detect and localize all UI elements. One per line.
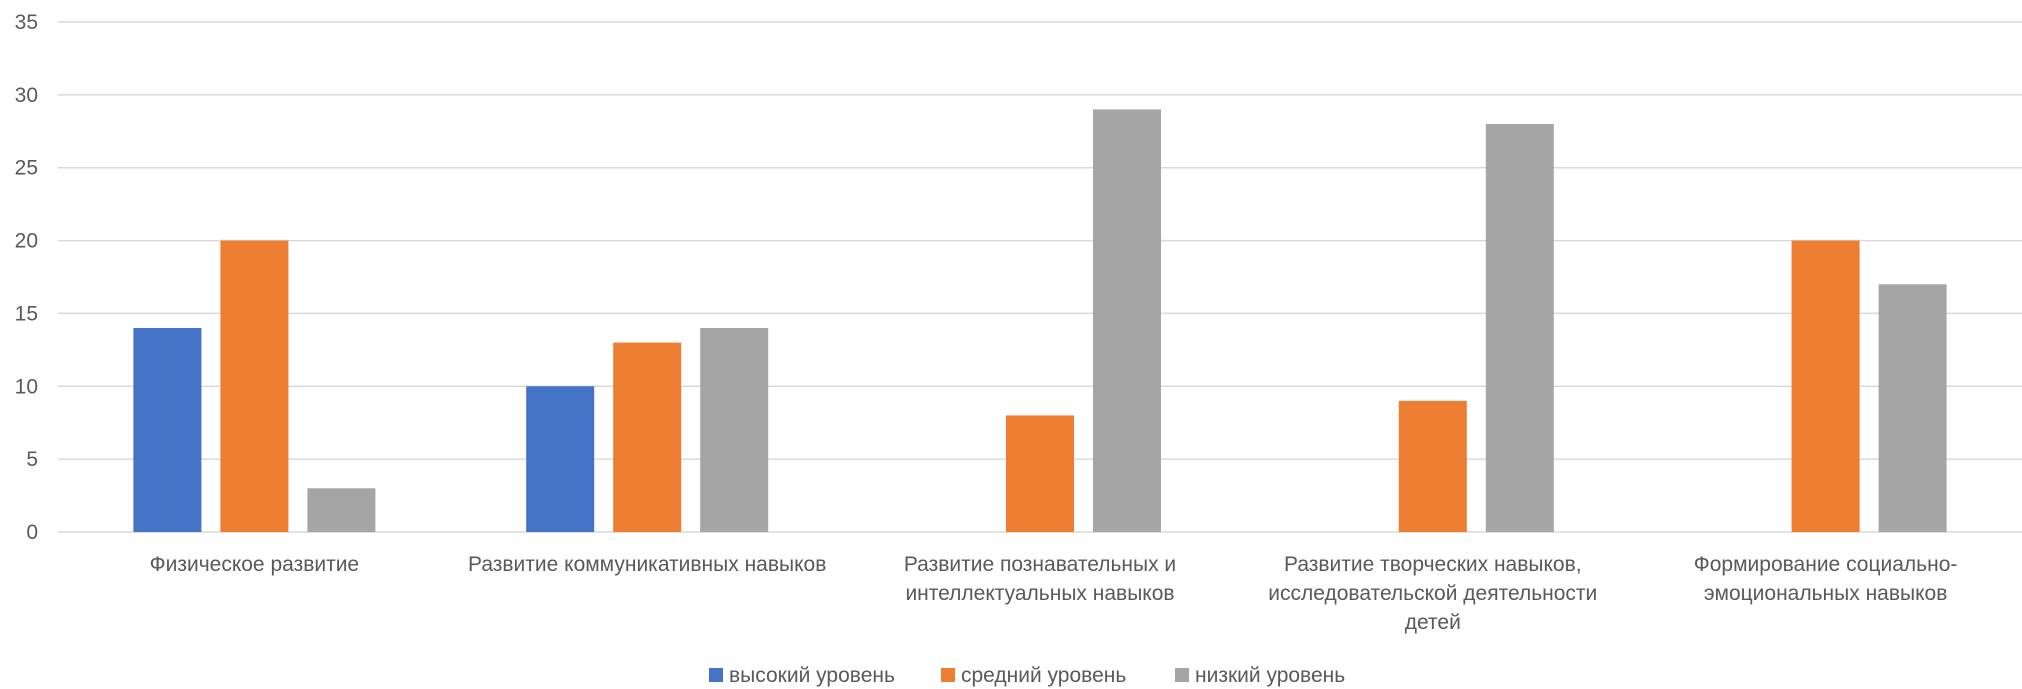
legend-item: низкий уровень bbox=[1175, 664, 1345, 687]
y-axis-ticks: 0 5 10 15 20 25 30 35 bbox=[15, 11, 38, 544]
bars bbox=[133, 109, 1947, 533]
gridlines bbox=[58, 21, 2022, 533]
legend-label: высокий уровень bbox=[729, 664, 895, 687]
bar-medium bbox=[1398, 400, 1467, 532]
legend: высокий уровень средний уровень низкий уро… bbox=[709, 664, 1345, 687]
x-axis-categories: Физическое развитие Развитие коммуникатив… bbox=[150, 553, 1958, 634]
x-category-label: Развитие познавательных и интеллектуальны… bbox=[904, 553, 1176, 605]
bar-high bbox=[133, 328, 202, 532]
x-category-label-line: детей bbox=[1405, 611, 1461, 634]
bar-low bbox=[307, 488, 376, 532]
bar-medium bbox=[1006, 415, 1074, 532]
x-category-label-line: Развитие творческих навыков, bbox=[1284, 553, 1582, 576]
y-tick-label: 5 bbox=[26, 448, 38, 471]
x-category-label-line: Развитие познавательных и bbox=[904, 553, 1176, 576]
y-tick-label: 30 bbox=[15, 84, 38, 107]
bar-low bbox=[1485, 124, 1554, 532]
x-category-label-line: Формирование социально- bbox=[1694, 553, 1958, 576]
x-category-label: Физическое развитие bbox=[150, 553, 359, 576]
bar-low bbox=[700, 328, 769, 532]
y-tick-label: 35 bbox=[15, 11, 38, 34]
x-category-label-line: исследовательской деятельности bbox=[1268, 582, 1597, 605]
x-category-label: Развитие коммуникативных навыков bbox=[468, 553, 826, 576]
x-category-label-line: Развитие коммуникативных навыков bbox=[468, 553, 826, 576]
y-tick-label: 25 bbox=[15, 157, 38, 180]
x-category-label-line: эмоциональных навыков bbox=[1704, 582, 1948, 605]
y-tick-label: 15 bbox=[15, 302, 38, 325]
bar-high bbox=[526, 386, 595, 532]
legend-label: средний уровень bbox=[961, 664, 1126, 687]
x-category-label: Развитие творческих навыков, исследовател… bbox=[1268, 553, 1597, 634]
bar-low bbox=[1878, 284, 1947, 532]
legend-swatch bbox=[1175, 668, 1189, 682]
y-tick-label: 10 bbox=[15, 375, 38, 398]
bar-low bbox=[1093, 109, 1161, 532]
legend-label: низкий уровень bbox=[1195, 664, 1345, 687]
legend-item: высокий уровень bbox=[709, 664, 895, 687]
x-category-label-line: Физическое развитие bbox=[150, 553, 359, 576]
x-category-label-line: интеллектуальных навыков bbox=[905, 582, 1174, 605]
x-category-label: Формирование социально-эмоциональных нав… bbox=[1694, 553, 1958, 605]
legend-swatch bbox=[709, 668, 723, 682]
y-tick-label: 0 bbox=[26, 521, 38, 544]
bar-medium bbox=[220, 240, 289, 533]
legend-item: средний уровень bbox=[941, 664, 1126, 687]
bar-medium bbox=[613, 342, 682, 532]
bar-medium bbox=[1791, 240, 1860, 533]
y-tick-label: 20 bbox=[15, 230, 38, 253]
legend-swatch bbox=[941, 668, 955, 682]
